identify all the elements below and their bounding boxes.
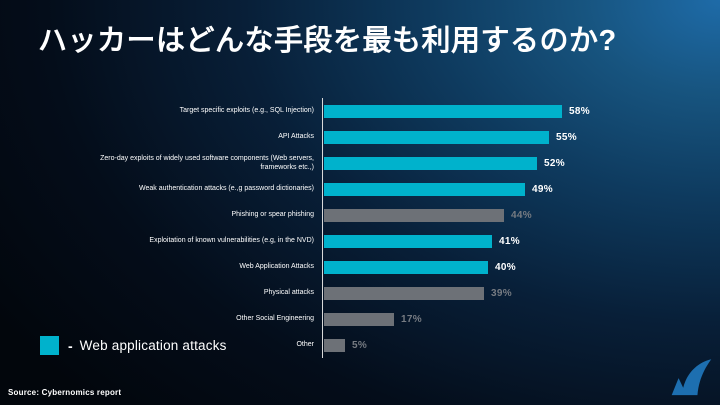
category-label: Zero-day exploits of widely used softwar… (100, 154, 314, 171)
category-label: Other Social Engineering (236, 315, 314, 323)
legend-separator: - (68, 337, 73, 354)
value-label: 40% (495, 261, 516, 273)
bar (324, 234, 492, 248)
bar-area: 44% (322, 202, 720, 228)
value-label: 52% (544, 157, 565, 169)
bar-row: Weak authentication attacks (e.,g passwo… (0, 176, 720, 202)
bar (324, 312, 394, 326)
bar-area: 55% (322, 124, 720, 150)
bar (324, 338, 345, 352)
category-label: Phishing or spear phishing (231, 211, 315, 219)
bar-area: 17% (322, 306, 720, 332)
bar-area: 40% (322, 254, 720, 280)
bar (324, 130, 549, 144)
bar (324, 286, 484, 300)
source-note: Source: Cybernomics report (8, 388, 122, 397)
slide-title: ハッカーはどんな手段を最も利用するのか? (38, 25, 617, 57)
bar (324, 182, 525, 196)
bar-row: Other Social Engineering 17% (0, 306, 720, 332)
value-label: 44% (511, 209, 532, 221)
value-label: 17% (401, 313, 422, 325)
bar (324, 156, 537, 170)
value-label: 39% (491, 287, 512, 299)
bar-area: 49% (322, 176, 720, 202)
category-label: Weak authentication attacks (e.,g passwo… (139, 185, 314, 193)
bar (324, 208, 504, 222)
value-label: 58% (569, 105, 590, 117)
category-label: Physical attacks (263, 289, 314, 297)
bar-row: Physical attacks 39% (0, 280, 720, 306)
value-label: 5% (352, 339, 368, 351)
bar-area: 41% (322, 228, 720, 254)
value-label: 55% (556, 131, 577, 143)
category-label: Exploitation of known vulnerabilities (e… (149, 237, 314, 245)
category-label: Target specific exploits (e.g., SQL Inje… (179, 107, 314, 115)
bar (324, 104, 562, 118)
bar-rows: Target specific exploits (e.g., SQL Inje… (0, 98, 720, 358)
bar-row: API Attacks 55% (0, 124, 720, 150)
category-label: Web Application Attacks (239, 263, 314, 271)
bar-area: 52% (322, 150, 720, 176)
bar-area: 5% (322, 332, 720, 358)
bar-chart: Target specific exploits (e.g., SQL Inje… (0, 98, 720, 358)
category-label: API Attacks (278, 133, 314, 141)
bar (324, 260, 488, 274)
legend: - Web application attacks (40, 336, 227, 355)
category-label: Other (296, 341, 314, 349)
value-label: 49% (532, 183, 553, 195)
bar-row: Web Application Attacks 40% (0, 254, 720, 280)
bar-row: Target specific exploits (e.g., SQL Inje… (0, 98, 720, 124)
legend-label: Web application attacks (79, 338, 227, 353)
bar-row: Other 5% (0, 332, 720, 358)
barracuda-logo-icon (671, 359, 712, 396)
value-label: 41% (499, 235, 520, 247)
legend-swatch-icon (40, 336, 59, 355)
bar-row: Exploitation of known vulnerabilities (e… (0, 228, 720, 254)
bar-area: 39% (322, 280, 720, 306)
bar-row: Zero-day exploits of widely used softwar… (0, 150, 720, 176)
bar-area: 58% (322, 98, 720, 124)
bar-row: Phishing or spear phishing 44% (0, 202, 720, 228)
